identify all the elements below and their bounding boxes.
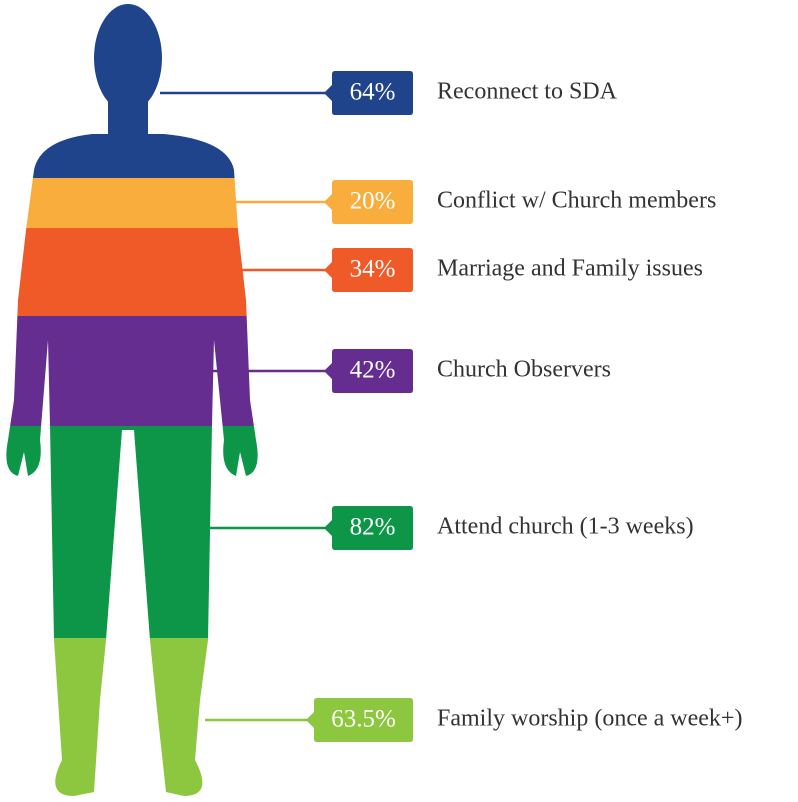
band bbox=[0, 426, 270, 638]
item-label: Church Observers bbox=[437, 357, 611, 383]
band bbox=[0, 178, 270, 228]
percent-label: 64% bbox=[350, 79, 396, 106]
percent-label: 82% bbox=[350, 514, 396, 541]
band bbox=[0, 0, 270, 178]
percent-label: 34% bbox=[350, 256, 396, 283]
infographic: 64% Reconnect to SDA 20% Conflict w/ Church… bbox=[0, 0, 798, 802]
percent-label: 63.5% bbox=[331, 706, 396, 733]
item-label: Reconnect to SDA bbox=[437, 79, 618, 105]
silhouette bbox=[0, 0, 270, 802]
item-label: Marriage and Family issues bbox=[437, 256, 703, 282]
item-label: Family worship (once a week+) bbox=[437, 706, 742, 732]
item-label: Conflict w/ Church members bbox=[437, 188, 716, 214]
percent-label: 42% bbox=[350, 357, 396, 384]
band bbox=[0, 228, 270, 316]
percent-label: 20% bbox=[350, 188, 396, 215]
item-label: Attend church (1-3 weeks) bbox=[437, 514, 694, 540]
